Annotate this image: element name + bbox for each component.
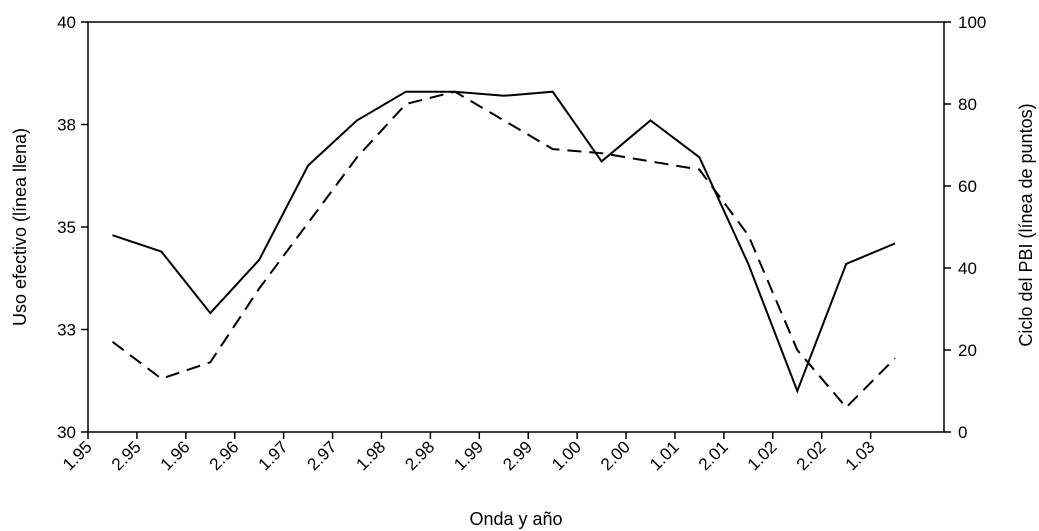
x-tick-label: 1.98 (352, 437, 389, 474)
x-tick-label: 1.95 (59, 437, 96, 474)
x-tick-label: 2.02 (793, 437, 830, 474)
left-tick-label: 30 (57, 423, 76, 442)
right-tick-label: 20 (958, 341, 977, 360)
left-tick-label: 35 (57, 218, 76, 237)
x-tick-label: 2.00 (597, 437, 634, 474)
x-tick-label: 1.01 (646, 437, 683, 474)
y-axis-left-label: Uso efectivo (línea llena) (10, 128, 30, 326)
left-tick-label: 33 (57, 321, 76, 340)
plot-area (87, 21, 945, 433)
x-tick-label: 1.96 (157, 437, 194, 474)
left-tick-label: 40 (57, 13, 76, 32)
left-tick-label: 38 (57, 116, 76, 135)
x-tick-label: 2.96 (206, 437, 243, 474)
right-tick-label: 80 (958, 95, 977, 114)
right-tick-label: 60 (958, 177, 977, 196)
x-tick-label: 1.02 (744, 437, 781, 474)
y-axis-right-label: Ciclo del PBI (línea de puntos) (1016, 103, 1036, 346)
x-tick-label: 1.03 (842, 437, 879, 474)
right-axis-ticks: 0 20 40 60 80 100 (944, 13, 986, 442)
left-axis-ticks: 30 33 35 38 40 (57, 13, 88, 442)
right-tick-label: 100 (958, 13, 986, 32)
x-tick-label: 2.98 (401, 437, 438, 474)
x-tick-label: 2.95 (108, 437, 145, 474)
x-tick-label: 2.99 (499, 437, 536, 474)
right-tick-label: 0 (958, 423, 967, 442)
x-tick-label: 2.01 (695, 437, 732, 474)
x-tick-label: 1.00 (548, 437, 585, 474)
x-tick-label: 1.97 (255, 437, 292, 474)
x-axis-ticks: 1.95 2.95 1.96 2.96 1.97 2.97 1.98 2.98 1.99 2.99… (59, 432, 878, 474)
x-tick-label: 2.97 (304, 437, 341, 474)
x-tick-label: 1.99 (450, 437, 487, 474)
effective-use-solid-line (112, 90, 896, 394)
right-tick-label: 40 (958, 259, 977, 278)
series-layer (111, 90, 896, 409)
x-axis-label: Onda y año (469, 509, 562, 529)
